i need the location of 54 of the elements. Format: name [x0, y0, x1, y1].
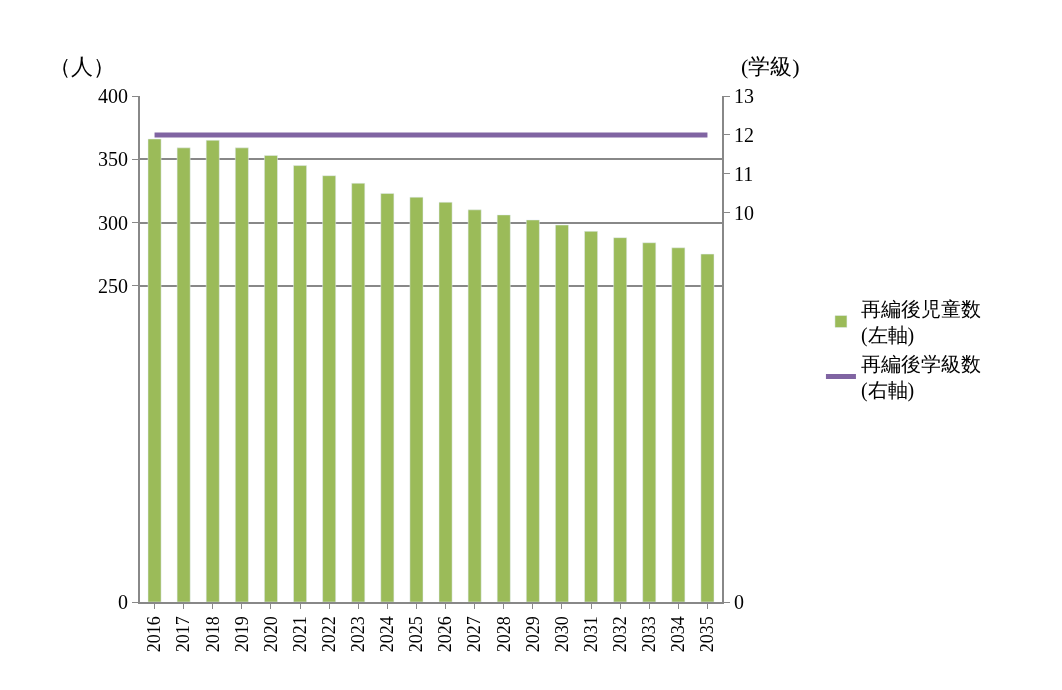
y-tick-label: 250	[98, 274, 128, 297]
bar	[351, 183, 366, 602]
legend-label: 再編後児童数 (左軸)	[860, 298, 981, 348]
bar	[147, 138, 162, 602]
bar	[613, 237, 627, 602]
x-tick-label: 2028	[493, 616, 514, 653]
x-tick-label: 2030	[551, 616, 572, 653]
y-axis-title: （人）	[49, 54, 115, 79]
y2-axis-title: (学級)	[741, 54, 800, 79]
x-tick-label: 2035	[697, 616, 718, 653]
y2-tick-label: 11	[734, 162, 754, 185]
bar	[264, 155, 278, 602]
y2-tick-label: 10	[734, 201, 754, 224]
bar	[293, 165, 307, 602]
bar	[380, 193, 395, 602]
x-tick-label: 2032	[610, 616, 630, 653]
x-tick-label: 2024	[377, 616, 398, 653]
bar	[496, 214, 511, 602]
x-tick-label: 2023	[348, 616, 369, 653]
bar	[584, 231, 598, 602]
y2-tick-label: 12	[734, 123, 754, 146]
x-tick-label: 2018	[202, 616, 223, 653]
legend-label: 再編後学級数 (右軸)	[860, 353, 981, 403]
bar	[700, 253, 715, 602]
bar	[642, 242, 657, 602]
x-tick-label: 2020	[260, 616, 281, 653]
bar	[322, 175, 336, 602]
y2-tick-label: 0	[734, 591, 744, 613]
x-tick-label: 2016	[144, 616, 165, 653]
y-tick-label: 300	[98, 211, 128, 234]
y2-tick-label: 13	[734, 85, 754, 107]
x-tick-label: 2026	[435, 616, 456, 653]
bar	[205, 140, 220, 602]
bar	[526, 219, 540, 602]
x-tick-label: 2017	[173, 616, 194, 653]
bar	[467, 209, 482, 602]
bar	[438, 202, 453, 602]
y-tick-label: 350	[98, 148, 128, 171]
x-tick-label: 2031	[580, 616, 601, 653]
bar	[409, 196, 424, 602]
x-tick-label: 2027	[464, 616, 485, 653]
y-tick-label: 400	[98, 85, 128, 107]
y-tick-label: 0	[118, 591, 128, 613]
x-tick-label: 2029	[522, 616, 543, 653]
bar	[671, 247, 686, 602]
bar	[235, 147, 249, 602]
x-tick-label: 2022	[319, 616, 339, 653]
bar	[176, 147, 191, 602]
x-tick-label: 2025	[406, 616, 427, 653]
x-tick-label: 2021	[289, 616, 310, 653]
bar	[555, 224, 569, 602]
x-tick-label: 2019	[231, 616, 252, 653]
x-tick-label: 2033	[639, 616, 660, 653]
x-tick-label: 2034	[668, 616, 689, 653]
